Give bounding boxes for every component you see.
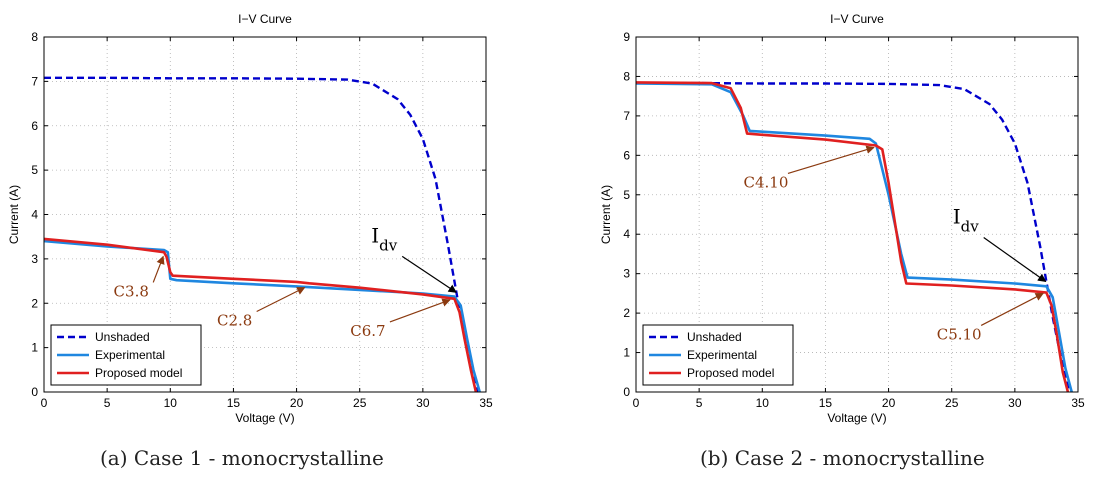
legend-entry: Experimental	[687, 348, 757, 362]
y-tick-label: 7	[623, 109, 630, 123]
annotation-label: C4.10	[743, 173, 788, 191]
series-proposed-model	[636, 81, 1070, 392]
annotation-arrow	[256, 286, 306, 313]
annotation-label: C3.8	[114, 282, 149, 300]
x-axis-label: Voltage (V)	[235, 411, 294, 425]
annotation-subscript: dv	[961, 218, 980, 236]
x-tick-label: 10	[756, 396, 770, 410]
x-tick-label: 25	[945, 396, 959, 410]
x-tick-label: 25	[353, 396, 367, 410]
y-tick-label: 8	[623, 69, 630, 83]
x-tick-label: 0	[633, 396, 640, 410]
x-tick-label: 5	[104, 396, 111, 410]
x-tick-label: 10	[164, 396, 178, 410]
annotation-arrow	[980, 292, 1044, 326]
legend: Unshaded Experimental Proposed model	[50, 324, 202, 386]
x-tick-label: 15	[819, 396, 833, 410]
legend-entry: Experimental	[95, 348, 165, 362]
caption-case-2: (b) Case 2 - monocrystalline	[700, 446, 985, 470]
series-experimental	[44, 239, 481, 392]
x-tick-label: 30	[1008, 396, 1022, 410]
caption-case-1: (a) Case 1 - monocrystalline	[100, 446, 384, 470]
annotation-arrow	[983, 237, 1047, 283]
y-axis-label: Current (A)	[7, 185, 21, 244]
x-tick-label: 30	[416, 396, 430, 410]
series-unshaded	[636, 81, 1071, 392]
y-tick-label: 8	[31, 30, 38, 44]
y-tick-label: 4	[31, 208, 38, 222]
y-tick-label: 7	[31, 74, 38, 88]
y-tick-label: 6	[31, 119, 38, 133]
legend-entry: Proposed model	[687, 366, 774, 380]
legend-entry: Unshaded	[687, 330, 742, 344]
y-tick-label: 1	[623, 346, 630, 360]
annotation-arrow	[152, 255, 165, 283]
y-tick-label: 5	[31, 163, 38, 177]
y-axis-label: Current (A)	[599, 185, 613, 244]
legend-entry: Proposed model	[95, 366, 182, 380]
axes-frame	[635, 36, 1079, 393]
axes-frame	[43, 36, 487, 393]
y-tick-label: 6	[623, 148, 630, 162]
x-tick-label: 15	[227, 396, 241, 410]
x-tick-label: 20	[290, 396, 304, 410]
y-tick-label: 2	[623, 306, 630, 320]
annotation-arrow	[787, 145, 875, 175]
annotation-arrow	[401, 255, 457, 293]
annotation-subscript: dv	[379, 236, 398, 254]
y-tick-label: 3	[31, 252, 38, 266]
series-proposed-model	[44, 237, 478, 392]
chart-title: I−V Curve	[238, 12, 292, 26]
x-axis-label: Voltage (V)	[827, 411, 886, 425]
chart-title: I−V Curve	[830, 12, 884, 26]
annotation-arrow	[389, 298, 451, 323]
annotation-label: C5.10	[937, 325, 982, 343]
chart-panel-1: 0 5 10 15 20 25 30 35 0 1 2 3 4 5 6 7 8 I−V Curve Voltage …	[7, 12, 493, 425]
legend-entry: Unshaded	[95, 330, 150, 344]
y-tick-label: 4	[623, 227, 630, 241]
legend: Unshaded Experimental Proposed model	[642, 324, 794, 386]
y-tick-label: 3	[623, 267, 630, 281]
x-tick-label: 35	[1071, 396, 1085, 410]
y-tick-label: 2	[31, 296, 38, 310]
y-tick-label: 0	[623, 385, 630, 399]
x-tick-label: 5	[696, 396, 703, 410]
annotation-label: C2.8	[217, 312, 252, 330]
y-tick-label: 0	[31, 385, 38, 399]
y-tick-label: 1	[31, 341, 38, 355]
x-tick-label: 20	[882, 396, 896, 410]
x-tick-label: 35	[479, 396, 493, 410]
x-tick-label: 0	[41, 396, 48, 410]
y-tick-label: 5	[623, 188, 630, 202]
annotation-label: C6.7	[350, 322, 385, 340]
y-tick-label: 9	[623, 30, 630, 44]
chart-panel-2: 0 5 10 15 20 25 30 35 0 1 2 3 4 5 6 7 8 9 I−V Curve Voltage…	[599, 12, 1085, 425]
